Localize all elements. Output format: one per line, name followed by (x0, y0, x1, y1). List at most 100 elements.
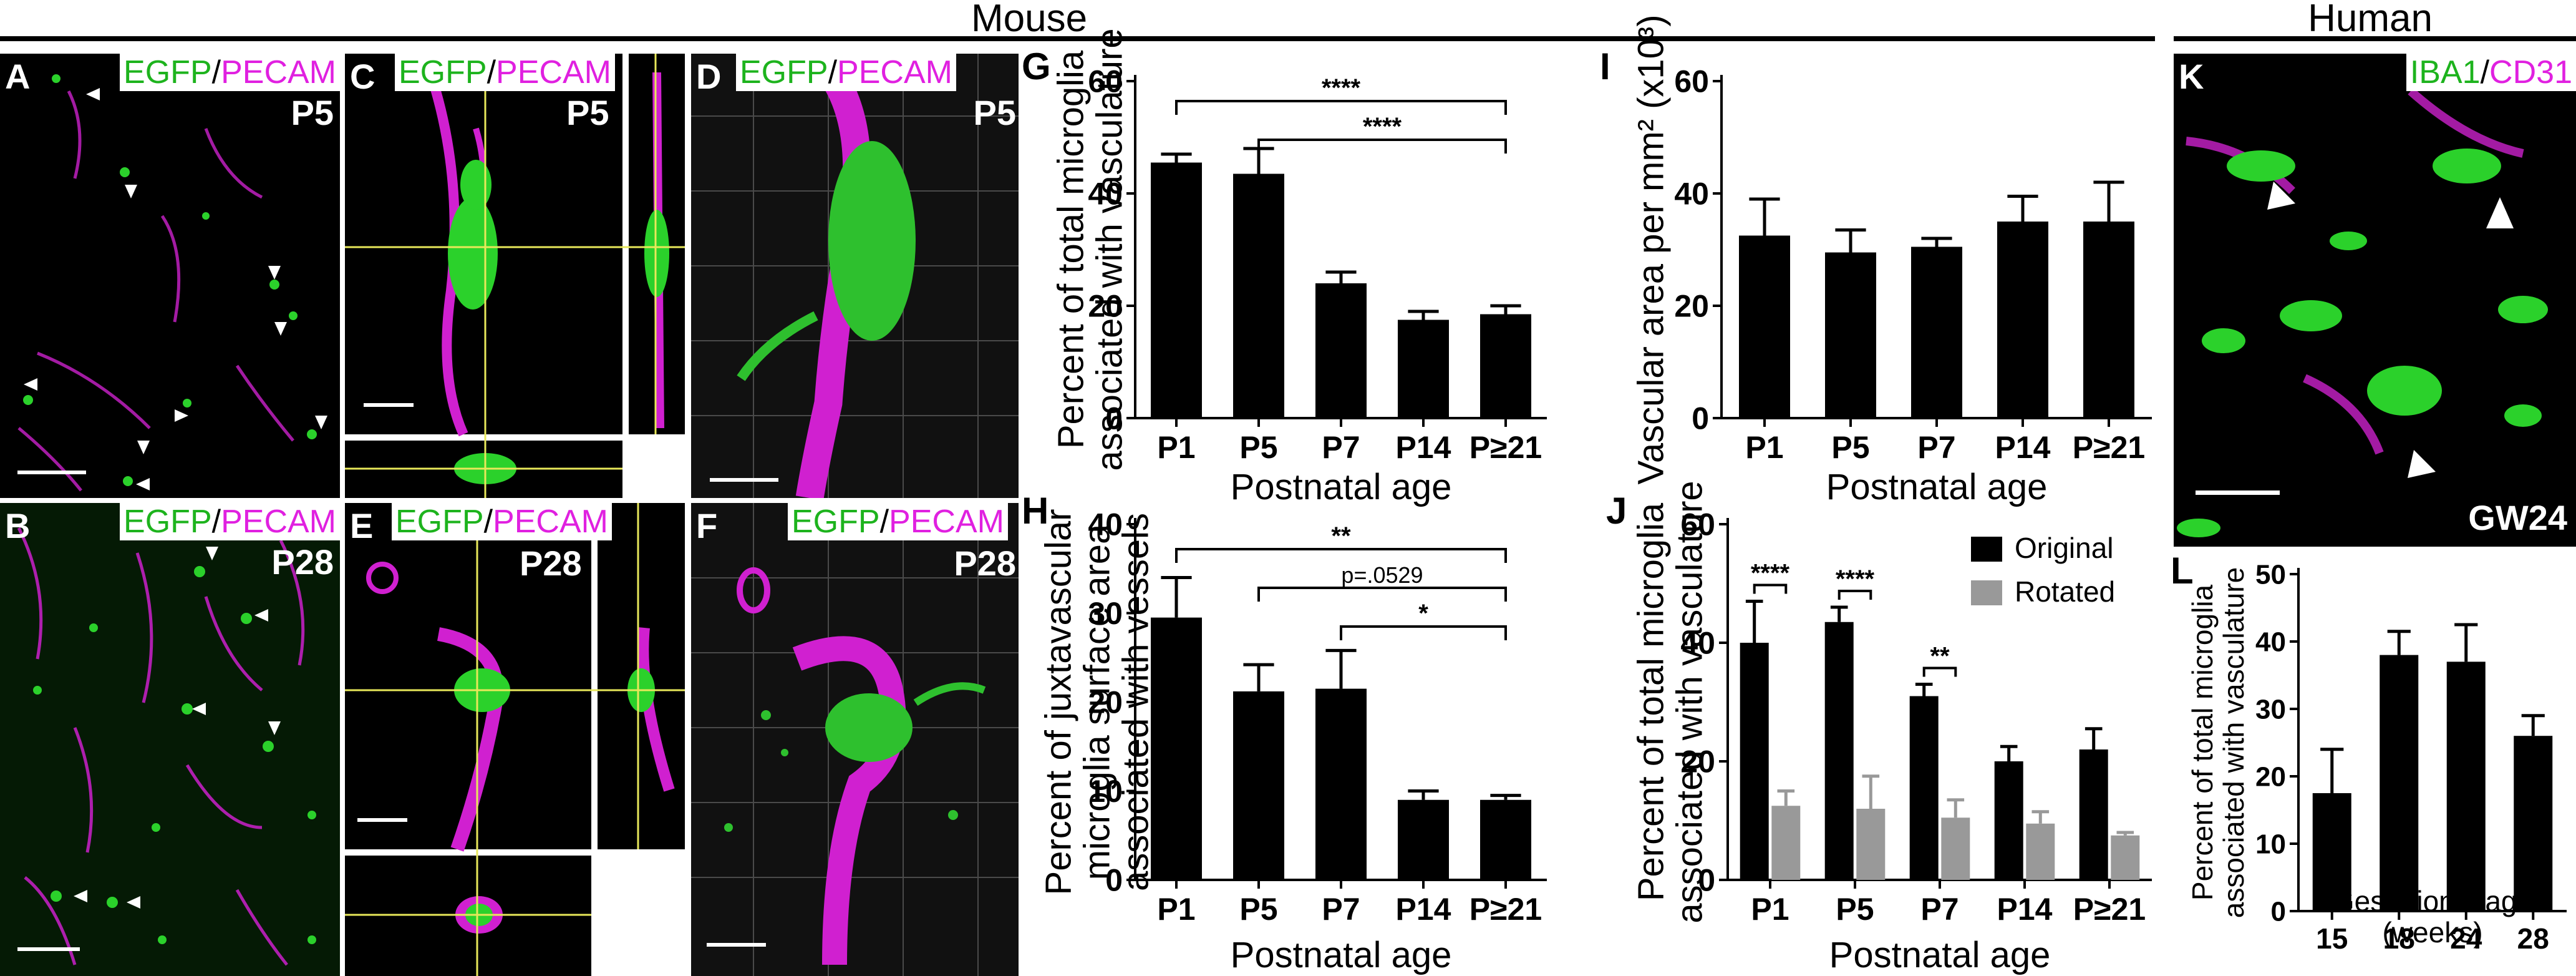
chart-j-legend-swatch (1971, 580, 2002, 605)
chart-l-ytick-label: 20 (2255, 761, 2286, 792)
chart-h-sig-label: * (1418, 600, 1428, 627)
chart-j-ylabel: associated with vasculature (1669, 481, 1710, 923)
chart-h-xtick-label: P14 (1396, 892, 1451, 927)
chart-g-ylabel: Percent of total microglia (1050, 50, 1091, 449)
panel-a-sep: / (211, 54, 221, 90)
chart-l-xtick-label: 18 (2383, 922, 2415, 955)
panel-e-stain2: PECAM (493, 504, 608, 540)
chart-j-ytick-label: 20 (1680, 744, 1715, 779)
chart-i-ytick-label: 0 (1692, 401, 1709, 436)
chart-i-ytick-label: 40 (1674, 177, 1709, 212)
panel-d-age: P5 (973, 93, 1017, 132)
chart-h-xtick-label: P5 (1239, 892, 1277, 927)
panel-f-stain-label: EGFP/PECAM (788, 503, 1008, 540)
chart-h-bar (1315, 688, 1367, 880)
panel-f-micrograph: F EGFP/PECAM P28 (691, 503, 1019, 976)
panel-c-stain1: EGFP (399, 54, 487, 90)
panel-e-stain1: EGFP (395, 504, 484, 540)
panel-c-letter: C (350, 57, 375, 96)
panel-a-image (17, 74, 327, 492)
chart-j-ylabel: Percent of total microglia (1630, 502, 1671, 901)
panel-g-letter: G (1022, 46, 1051, 87)
panel-f-image (691, 503, 1019, 976)
chart-l-ylabel: Percent of total microglia (2186, 584, 2219, 900)
panel-b-image (17, 527, 316, 966)
chart-j-sig-bracket (1753, 583, 1788, 594)
chart-h-xtick-label: P7 (1322, 892, 1360, 927)
chart-h-ytick-label: 10 (1088, 774, 1123, 809)
panel-a-stain2: PECAM (221, 54, 336, 90)
chart-l-xtick-label: 24 (2450, 922, 2482, 955)
chart-i-bar (1911, 246, 1962, 418)
chart-j-ytick-label: 40 (1680, 626, 1715, 661)
panel-k-micrograph: K IBA1/CD31 GW24 (2174, 54, 2576, 547)
chart-i-ylabel: Vascular area per mm² (x10³) (1630, 14, 1671, 484)
panel-d-letter: D (696, 57, 722, 96)
chart-g-ytick-label: 0 (1105, 401, 1123, 436)
chart-l-ytick-label: 30 (2255, 694, 2286, 725)
panel-k-stain1: IBA1 (2409, 54, 2481, 90)
chart-g-sig-bracket (1175, 100, 1507, 115)
panel-e-letter: E (350, 506, 374, 545)
chart-j-sig-bracket (1838, 590, 1872, 600)
chart-h-bar (1398, 799, 1449, 880)
panel-e-sep: / (483, 504, 493, 540)
chart-h-ytick-label: 0 (1105, 863, 1123, 898)
panel-c-stain-label: EGFP/PECAM (395, 54, 615, 91)
chart-g-bar (1233, 173, 1284, 418)
chart-j-xtick-label: P≥21 (2073, 892, 2146, 927)
chart-l-xtick-label: 28 (2517, 922, 2549, 955)
panel-c-stain2: PECAM (496, 54, 611, 90)
chart-j-xtick-label: P1 (1751, 892, 1789, 927)
panel-a-letter: A (5, 57, 31, 96)
chart-j-ytick-label: 60 (1680, 507, 1715, 542)
chart-j-legend-label: Original (2015, 532, 2114, 564)
chart-g-xtick-label: P5 (1239, 430, 1277, 465)
chart-h-ylabel: Percent of juxtavascular (1038, 509, 1078, 895)
panel-f-stain1: EGFP (792, 504, 880, 540)
panel-e-stain-label: EGFP/PECAM (392, 503, 612, 540)
panel-b-micrograph: B EGFP/PECAM P28 (0, 503, 340, 976)
chart-i-xtick-label: P5 (1831, 430, 1869, 465)
chart-i-bar (1997, 222, 2048, 418)
panel-b-sep: / (211, 504, 221, 540)
chart-l-bar (2380, 655, 2419, 911)
chart-h-sig-bracket (1175, 548, 1507, 563)
chart-g-bar (1151, 162, 1202, 418)
panel-j-letter: J (1606, 490, 1627, 532)
panel-k-stain2: CD31 (2489, 54, 2572, 90)
chart-i-xtick-label: P7 (1917, 430, 1955, 465)
chart-h-ytick-label: 30 (1088, 596, 1123, 631)
panel-i-letter: I (1600, 46, 1610, 87)
chart-j-bar-rotated (2111, 835, 2140, 880)
panel-d-image (691, 54, 1019, 498)
chart-i-ytick-label: 20 (1674, 289, 1709, 324)
chart-j-sig-bracket (1922, 666, 1957, 677)
panel-e-age: P28 (520, 544, 582, 583)
chart-j-bar-original (1994, 761, 2023, 880)
chart-g-xtick-label: P14 (1396, 430, 1451, 465)
mouse-header-rule (0, 36, 2155, 41)
chart-i-xtick-label: P≥21 (2073, 430, 2145, 465)
chart-l-xtick-label: 15 (2316, 922, 2348, 955)
panel-d-stain1: EGFP (740, 54, 828, 90)
chart-l-xlabel: Gestational age (2332, 885, 2533, 917)
chart-h-xtick-label: P≥21 (1470, 892, 1542, 927)
chart-j-bar-rotated (2026, 823, 2055, 880)
chart-h-sig-bracket (1340, 625, 1507, 640)
panel-d-micrograph: D EGFP/PECAM P5 (691, 54, 1019, 498)
chart-l-ytick-label: 50 (2255, 559, 2286, 590)
chart-g-sig-label: **** (1322, 74, 1361, 102)
chart-h-ylabel: associated with vessels (1115, 513, 1156, 891)
chart-g-ytick-label: 40 (1088, 177, 1123, 212)
panel-h-letter: H (1022, 490, 1049, 532)
chart-h-sig-label: ** (1331, 522, 1351, 550)
chart-i-xlabel: Postnatal age (1826, 467, 2048, 507)
chart-g-bar (1315, 283, 1367, 418)
chart-h-sig-bracket (1257, 587, 1507, 602)
chart-l: 0 10 20 30 40 50 15 18 24 28 Percent of total micr… (2186, 559, 2567, 955)
chart-j-xtick-label: P7 (1920, 892, 1959, 927)
panel-f-letter: F (696, 506, 718, 545)
panel-l-letter: L (2171, 550, 2194, 592)
chart-j-legend-swatch (1971, 537, 2002, 562)
